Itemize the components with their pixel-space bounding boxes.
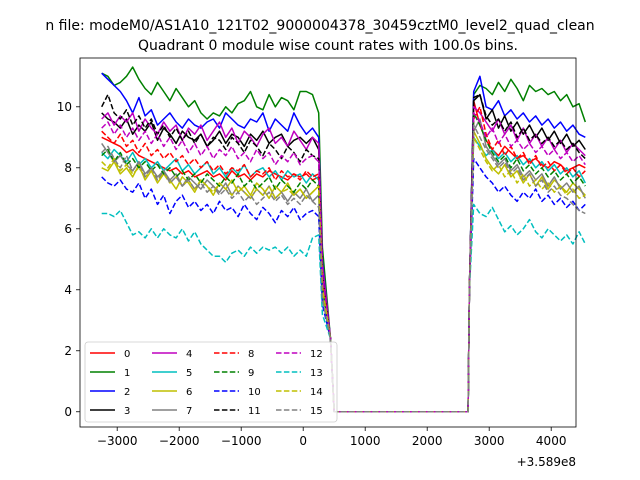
legend-label-12: 12 [310, 349, 323, 360]
legend-label-2: 2 [124, 387, 130, 398]
series-line-3 [101, 93, 586, 413]
plot-frame [79, 57, 577, 428]
figure-suptitle: n file: modeM0/AS1A10_121T02_9000004378_… [45, 18, 594, 34]
y-tick-label: 2 [64, 344, 72, 358]
series-line-13 [101, 203, 586, 413]
legend-label-4: 4 [186, 349, 192, 360]
legend-label-5: 5 [186, 368, 192, 379]
legend-label-6: 6 [186, 387, 192, 398]
x-tick-label: 1000 [350, 434, 381, 448]
legend-label-0: 0 [124, 349, 130, 360]
legend-frame [84, 341, 338, 423]
series-line-1 [101, 66, 587, 413]
series-line-8 [101, 106, 586, 413]
y-tick-label: 4 [64, 283, 72, 297]
series-line-12 [101, 112, 586, 413]
x-tick-label: −1000 [221, 434, 262, 448]
series-line-10 [101, 157, 586, 413]
series-line-11 [101, 93, 586, 413]
series-line-0 [101, 99, 586, 413]
legend-label-7: 7 [186, 406, 192, 417]
series-line-5 [101, 136, 586, 413]
y-tick-label: 0 [64, 405, 72, 419]
series-line-2 [101, 72, 586, 413]
legend-label-9: 9 [248, 368, 254, 379]
series-line-9 [101, 112, 586, 413]
y-tick-label: 10 [57, 100, 72, 114]
legend-label-1: 1 [124, 368, 130, 379]
x-tick-label: 4000 [536, 434, 567, 448]
y-tick-label: 6 [64, 222, 72, 236]
legend-label-13: 13 [310, 368, 323, 379]
legend-label-3: 3 [124, 406, 130, 417]
series-line-15 [101, 124, 586, 413]
legend-label-14: 14 [310, 387, 323, 398]
x-tick-label: 2000 [412, 434, 443, 448]
series-line-14 [101, 136, 586, 413]
x-tick-label: −2000 [159, 434, 200, 448]
x-tick-label: 0 [299, 434, 307, 448]
x-tick-label: 3000 [474, 434, 505, 448]
legend-label-8: 8 [248, 349, 254, 360]
y-tick-label: 8 [64, 161, 72, 175]
legend-label-10: 10 [248, 387, 261, 398]
series-layer [101, 66, 587, 413]
legend-label-15: 15 [310, 406, 323, 417]
legend-label-11: 11 [248, 406, 261, 417]
x-tick-label: −3000 [97, 434, 138, 448]
chart-title: Quadrant 0 module wise count rates with … [138, 38, 518, 54]
x-offset-label: +3.589e8 [517, 455, 576, 469]
